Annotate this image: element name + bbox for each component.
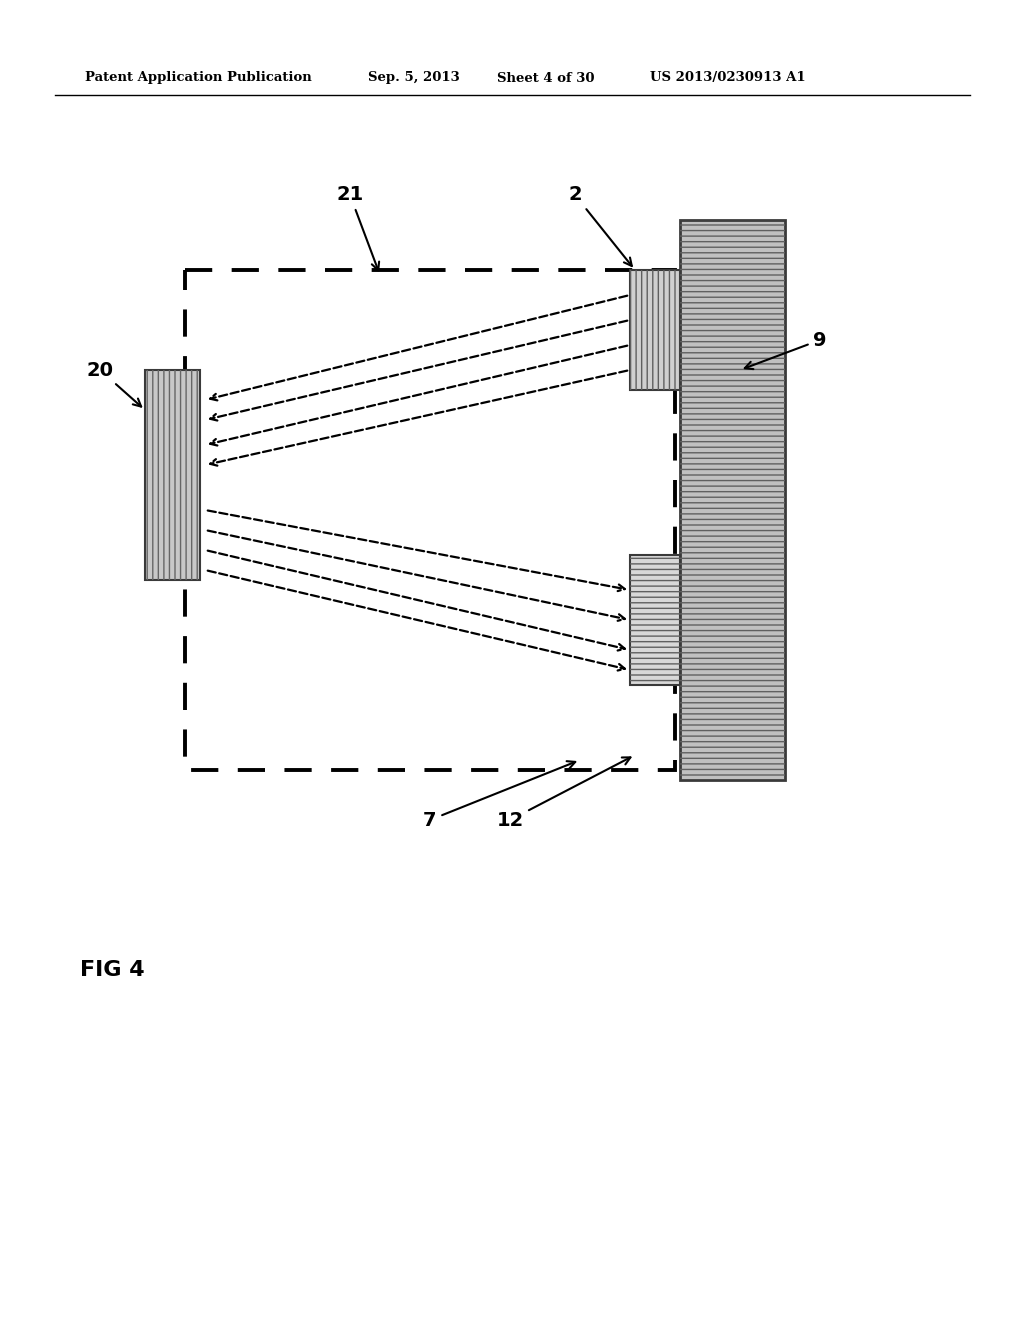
Text: 7: 7 bbox=[423, 762, 575, 829]
Text: 21: 21 bbox=[336, 186, 379, 271]
Text: US 2013/0230913 A1: US 2013/0230913 A1 bbox=[650, 71, 806, 84]
Bar bbox=[630, 554, 680, 685]
Bar bbox=[185, 271, 675, 770]
Bar bbox=[630, 554, 680, 685]
Text: 9: 9 bbox=[744, 330, 826, 370]
Text: Sheet 4 of 30: Sheet 4 of 30 bbox=[497, 71, 595, 84]
Text: 20: 20 bbox=[86, 360, 141, 407]
Text: Patent Application Publication: Patent Application Publication bbox=[85, 71, 311, 84]
Bar bbox=[145, 370, 200, 579]
Bar bbox=[145, 370, 200, 579]
Bar bbox=[630, 271, 680, 389]
Bar bbox=[630, 271, 680, 389]
Bar bbox=[680, 220, 785, 780]
Bar bbox=[680, 220, 785, 780]
Text: Sep. 5, 2013: Sep. 5, 2013 bbox=[368, 71, 460, 84]
Text: FIG 4: FIG 4 bbox=[80, 960, 144, 979]
Text: 2: 2 bbox=[568, 186, 632, 267]
Text: 12: 12 bbox=[497, 758, 631, 829]
